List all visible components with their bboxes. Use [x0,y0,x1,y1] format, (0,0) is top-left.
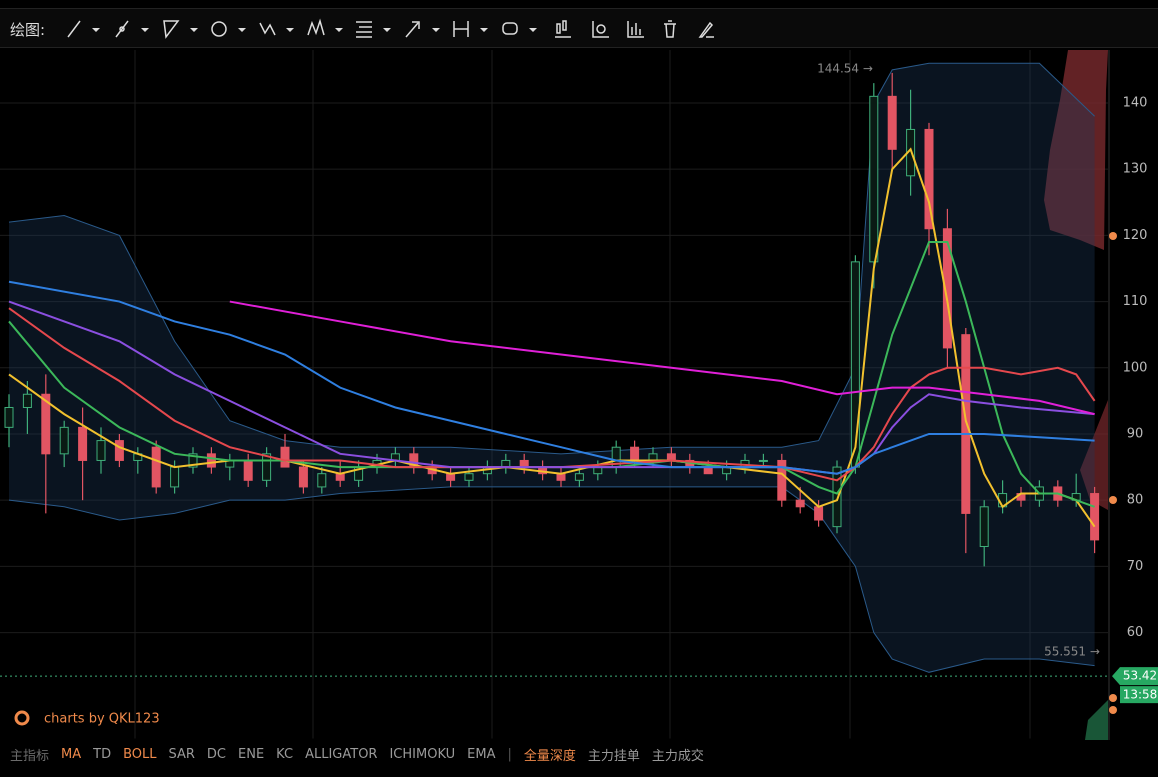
candle-body [924,128,934,230]
candle-body [630,446,640,461]
tool-ray[interactable] [115,20,149,38]
candle-body [151,446,161,488]
tool-wave[interactable] [259,22,294,36]
annotation: 144.54 → [817,61,873,75]
watermark-logo [14,710,30,726]
y-tick-label: 120 [1123,228,1148,243]
indicator-item[interactable]: 全量深度 [523,748,576,764]
candle-body [96,440,106,461]
annotation: 55.551 → [1044,645,1100,659]
candle-body [832,466,842,528]
y-tick-label: 110 [1123,294,1148,309]
indicator-item[interactable]: SAR [168,746,195,762]
candle-body [777,459,787,501]
indicator-item[interactable]: KC [276,746,294,762]
indicator-item[interactable]: ICHIMOKU [389,746,456,762]
tool-pattern[interactable] [307,18,343,36]
candle-body [758,459,768,462]
candle-body [170,466,180,488]
y-tick-label: 70 [1127,559,1144,574]
candle-body [4,406,14,428]
indicator-line [8,307,1096,482]
indicator-item[interactable]: 主力挂单 [587,748,640,764]
band-area [9,63,1095,673]
candle-body [887,95,897,150]
indicator-item[interactable]: MA [61,746,82,762]
band-lower [8,486,1095,673]
time-tag-label: 13:58 [1123,688,1158,702]
y-tick-label: 140 [1123,95,1148,110]
indicator-item[interactable]: ENE [238,746,265,762]
tool-candles[interactable] [555,20,571,38]
candle-body [850,261,860,468]
candle-body [188,453,198,468]
indicator-item[interactable]: TD [93,746,112,762]
tool-arrow[interactable] [405,21,440,38]
tool-line[interactable] [67,20,100,38]
candle-body [464,473,474,481]
candle-body [262,453,272,481]
y-tick-label: 60 [1127,625,1144,640]
candle-body [114,440,124,461]
candle-body [298,466,308,488]
y-tick-label: 100 [1123,360,1148,375]
y-tick-label: 80 [1127,493,1144,508]
toolbar: 绘图: [0,8,1158,48]
indicator-item[interactable]: 主力成交 [651,748,704,764]
tool-measure[interactable] [453,21,488,37]
time-tag [1120,686,1158,704]
indicator-item[interactable]: ALLIGATOR [305,746,378,762]
candle-body [41,393,51,455]
candle-body [574,473,584,481]
indicator-item[interactable]: BOLL [123,746,157,762]
y-tick-label: 90 [1127,426,1144,441]
candle-body [814,506,824,521]
axis-marker [1109,694,1117,702]
axis-marker [1109,232,1117,240]
tool-note[interactable] [502,22,537,35]
candle-body [22,393,32,408]
candle-body [869,95,879,263]
toolbar-label: 绘图: [10,21,46,39]
candle-body [59,426,69,455]
indicator-line [229,300,1095,416]
candle-body [78,426,88,461]
indicator-item: | [507,746,512,762]
candle-body [942,228,952,349]
watermark: charts by QKL123 [44,712,160,727]
tool-triangle[interactable] [163,20,198,39]
price-tag [1112,667,1158,686]
toolbar-icons [67,18,714,39]
tool-chart[interactable] [592,21,609,38]
candle-body [280,446,290,468]
depth-profile [1080,400,1108,510]
indicator-item[interactable]: 主指标 [10,748,50,764]
indicator-item[interactable]: EMA [467,746,496,762]
depth-profile [1085,700,1108,740]
indicator-line [8,280,1095,475]
candle-body [243,459,253,481]
tool-hide[interactable] [698,21,714,38]
tool-circle[interactable] [211,21,246,37]
candle-body [206,453,216,468]
chart: 60 70 80 90 100 110 120 130 140 144.54 → 55.551 → 5… [0,50,1158,740]
price-tag-label: 53.42 [1123,669,1157,683]
axis-marker [1109,706,1117,714]
candle-body [317,473,327,488]
axis-marker [1109,496,1117,504]
indicator-item[interactable]: DC [206,746,227,762]
tool-fib[interactable] [356,21,391,38]
indicator-bar: 主指标 MA TD BOLL SAR DC ENE KC ALLIGATOR ICHIMOKU EM… [0,742,1158,766]
candle-body [979,506,989,548]
candle-body [961,334,971,514]
tool-delete[interactable] [664,20,676,38]
depth-profile [1044,50,1108,250]
tool-bars[interactable] [627,21,644,38]
candle-body [795,499,805,508]
y-tick-label: 130 [1123,162,1148,177]
candle-body [1090,493,1100,541]
